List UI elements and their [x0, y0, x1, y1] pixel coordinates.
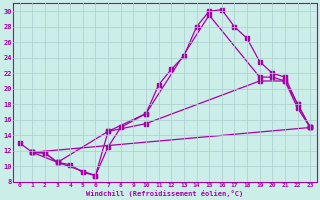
- X-axis label: Windchill (Refroidissement éolien,°C): Windchill (Refroidissement éolien,°C): [86, 190, 244, 197]
